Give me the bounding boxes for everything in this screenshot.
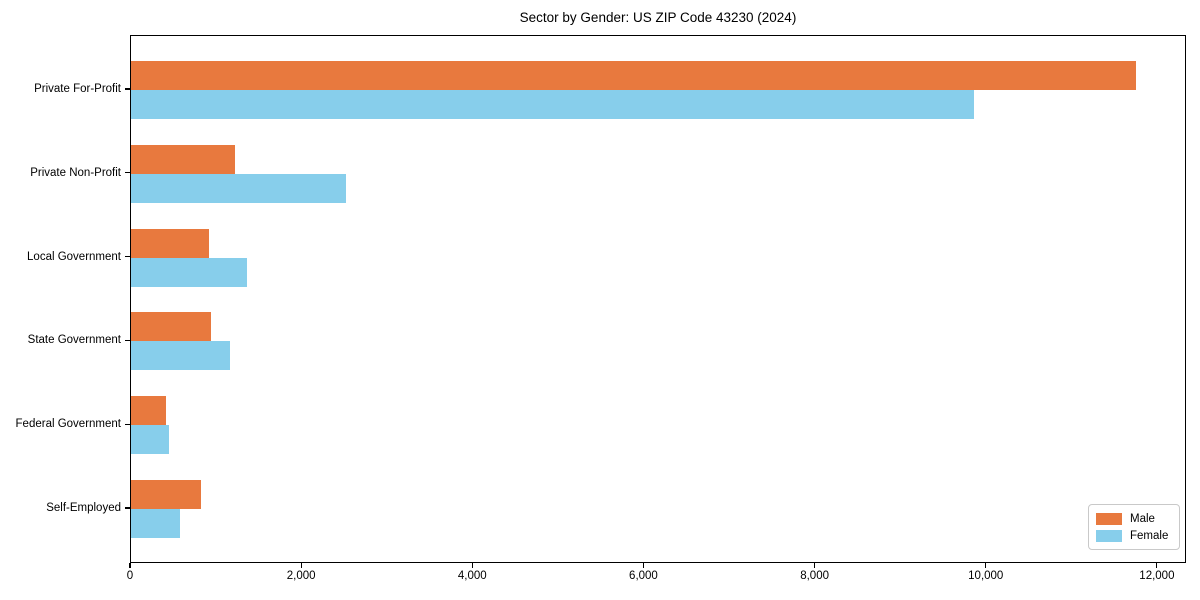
legend-swatch-male bbox=[1096, 512, 1122, 525]
bar-female-federal-government bbox=[131, 425, 169, 455]
bar-male-private-non-profit bbox=[131, 144, 235, 174]
bar-female-state-government bbox=[131, 341, 230, 371]
x-tick-label: 8,000 bbox=[800, 570, 829, 582]
plot-area bbox=[130, 35, 1186, 563]
legend-swatch-female bbox=[1096, 529, 1122, 542]
x-tick-mark bbox=[642, 563, 645, 568]
bar-male-private-for-profit bbox=[131, 61, 1136, 90]
category-label-private-for-profit: Private For-Profit bbox=[34, 83, 121, 95]
x-tick-mark bbox=[129, 563, 131, 568]
bar-male-local-government bbox=[131, 228, 210, 258]
x-tick-mark bbox=[471, 563, 473, 568]
bar-female-private-non-profit bbox=[131, 173, 346, 203]
y-tick-mark bbox=[125, 339, 130, 341]
x-tick-label: 10,000 bbox=[968, 570, 1004, 582]
bar-male-state-government bbox=[131, 312, 211, 342]
bar-female-private-for-profit bbox=[131, 90, 974, 119]
y-tick-mark bbox=[125, 507, 130, 509]
x-tick-label: 4,000 bbox=[457, 570, 487, 582]
x-tick-label: 6,000 bbox=[629, 570, 658, 582]
x-tick-mark bbox=[814, 563, 816, 568]
y-tick-mark bbox=[125, 423, 130, 425]
bar-male-self-employed bbox=[131, 480, 202, 509]
category-label-private-non-profit: Private Non-Profit bbox=[30, 166, 121, 179]
legend-entry-female: Female bbox=[1096, 527, 1171, 544]
bar-male-federal-government bbox=[131, 396, 166, 426]
legend-entry-male: Male bbox=[1096, 510, 1171, 527]
x-tick-mark bbox=[300, 563, 302, 568]
legend-label-male: Male bbox=[1130, 512, 1155, 525]
x-tick-label: 2,000 bbox=[286, 570, 316, 582]
x-tick-label: 0 bbox=[126, 570, 134, 582]
category-label-local-government: Local Government bbox=[27, 250, 121, 263]
y-tick-mark bbox=[125, 88, 130, 90]
category-label-state-government: State Government bbox=[27, 334, 121, 347]
y-tick-mark bbox=[125, 172, 130, 174]
x-tick-mark bbox=[985, 563, 987, 568]
legend: Male Female bbox=[1088, 504, 1180, 550]
legend-label-female: Female bbox=[1130, 529, 1169, 542]
x-tick-label: 12,000 bbox=[1139, 570, 1175, 582]
category-label-federal-government: Federal Government bbox=[15, 418, 121, 431]
chart-title: Sector by Gender: US ZIP Code 43230 (202… bbox=[519, 10, 797, 25]
category-label-self-employed: Self-Employed bbox=[46, 502, 121, 514]
bar-female-local-government bbox=[131, 257, 248, 287]
x-tick-mark bbox=[1156, 563, 1158, 568]
bar-female-self-employed bbox=[131, 509, 180, 538]
y-tick-mark bbox=[125, 256, 130, 258]
